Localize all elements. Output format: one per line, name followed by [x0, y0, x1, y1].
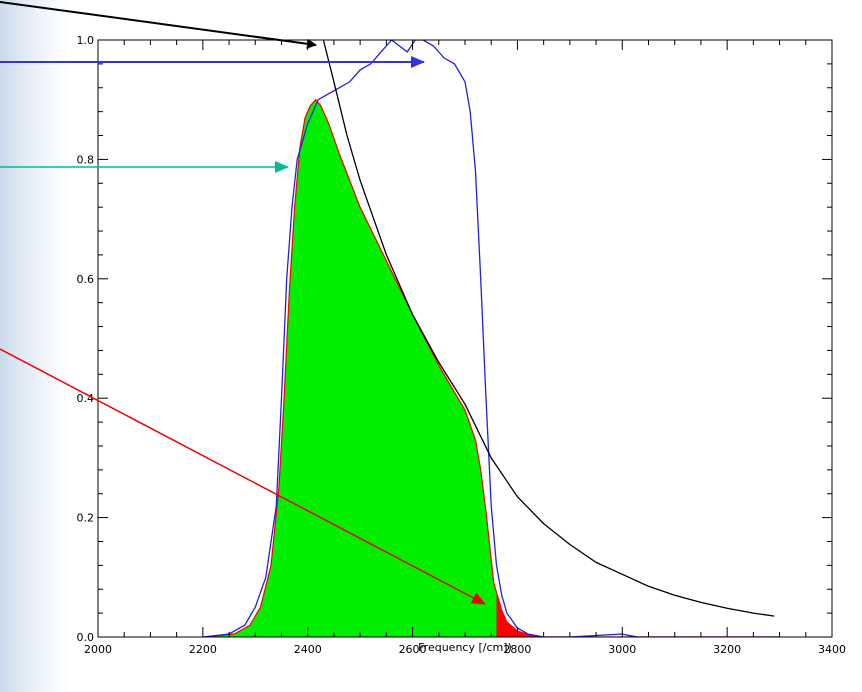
x-tick-label: 2200 [189, 643, 217, 656]
x-tick-label: 2400 [294, 643, 322, 656]
x-tick-label: 3200 [713, 643, 741, 656]
arrow-planck-black [0, 1, 317, 49]
y-tick-label: 0.6 [77, 273, 95, 286]
x-tick-label: 2800 [503, 643, 531, 656]
x-axis-title: Frequency [/cm]) [418, 641, 512, 654]
product-outline-line [202, 98, 780, 637]
x-tick-label: 3000 [608, 643, 636, 656]
y-tick-label: 1.0 [77, 34, 95, 47]
planck-curve-line [322, 40, 775, 617]
y-tick-label: 0.8 [77, 153, 95, 166]
arrow-out-of-band-red [0, 348, 486, 605]
product-fill-in-band [202, 99, 497, 637]
filter-response-line [202, 40, 780, 637]
x-tick-label: 2600 [399, 643, 427, 656]
x-tick-label: 3400 [818, 643, 846, 656]
y-tick-label: 0.0 [77, 631, 95, 644]
x-tick-label: 2000 [84, 643, 112, 656]
y-tick-label: 0.2 [77, 512, 95, 525]
